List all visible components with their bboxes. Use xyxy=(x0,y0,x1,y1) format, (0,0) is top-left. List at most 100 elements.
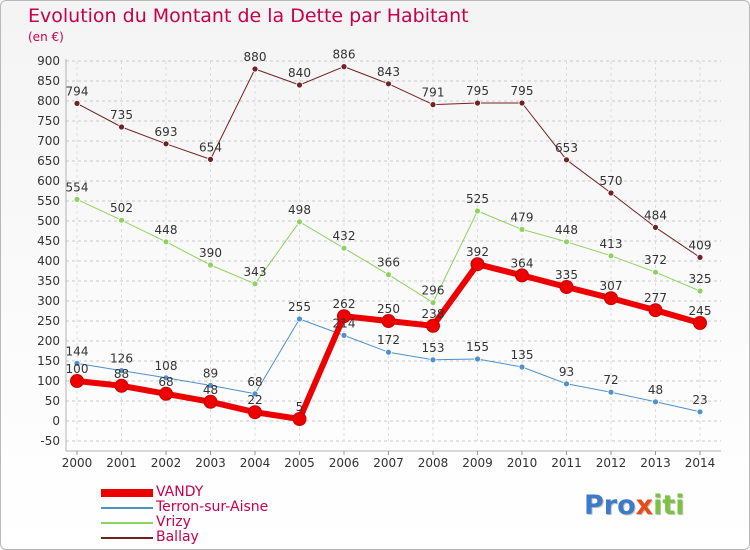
data-point-terron-sur-aisne xyxy=(340,331,348,339)
data-point-ballay xyxy=(607,189,615,197)
data-label-vrizy: 525 xyxy=(466,192,489,206)
data-point-vrizy xyxy=(607,252,615,260)
data-point-vrizy xyxy=(118,216,125,224)
data-point-terron-sur-aisne xyxy=(696,408,704,416)
data-point-terron-sur-aisne xyxy=(73,359,81,367)
x-tick-label: 2009 xyxy=(462,456,493,470)
data-point-terron-sur-aisne xyxy=(207,381,214,389)
x-tick-label: 2012 xyxy=(596,456,627,470)
y-tick-label: 300 xyxy=(37,294,60,308)
data-label-terron-sur-aisne: 72 xyxy=(603,373,618,387)
data-label-ballay: 409 xyxy=(689,238,712,252)
data-point-ballay xyxy=(340,63,348,70)
data-point-ballay xyxy=(251,65,259,73)
data-label-vandy: 335 xyxy=(555,268,578,282)
data-point-vandy xyxy=(203,394,218,409)
data-label-terron-sur-aisne: 48 xyxy=(648,383,663,397)
data-point-vandy xyxy=(248,405,262,420)
data-label-vandy: 238 xyxy=(422,307,445,321)
data-label-ballay: 840 xyxy=(288,66,311,80)
data-point-terron-sur-aisne xyxy=(474,355,481,363)
legend-swatch xyxy=(101,522,153,524)
data-label-ballay: 794 xyxy=(66,84,89,98)
data-point-terron-sur-aisne xyxy=(607,388,615,396)
data-label-vrizy: 343 xyxy=(244,265,267,279)
y-tick-label: 700 xyxy=(37,134,60,148)
data-label-terron-sur-aisne: 68 xyxy=(247,375,262,389)
data-point-vandy xyxy=(426,318,440,333)
data-label-vandy: 48 xyxy=(203,383,218,397)
data-point-ballay xyxy=(207,155,214,163)
data-label-ballay: 795 xyxy=(511,84,534,98)
data-label-vandy: 88 xyxy=(114,367,129,381)
x-tick-label: 2010 xyxy=(507,456,538,470)
y-tick-label: 100 xyxy=(37,374,60,388)
x-tick-label: 2013 xyxy=(640,456,671,470)
y-tick-label: 850 xyxy=(37,74,60,88)
data-label-ballay: 880 xyxy=(244,50,267,64)
x-tick-label: 2011 xyxy=(551,456,582,470)
data-label-vrizy: 296 xyxy=(422,284,445,298)
data-label-ballay: 735 xyxy=(110,108,133,122)
legend-swatch xyxy=(101,489,153,497)
x-tick-label: 2000 xyxy=(62,456,93,470)
data-label-vandy: 68 xyxy=(158,375,173,389)
y-tick-label: 900 xyxy=(37,54,60,68)
y-tick-label: 200 xyxy=(37,334,60,348)
data-point-vandy xyxy=(470,257,485,272)
data-label-terron-sur-aisne: 155 xyxy=(466,340,489,354)
x-tick-label: 2006 xyxy=(329,456,360,470)
y-tick-label: 500 xyxy=(37,214,60,228)
data-label-terron-sur-aisne: 144 xyxy=(66,344,89,358)
y-tick-label: 650 xyxy=(37,154,60,168)
data-label-vandy: 262 xyxy=(333,297,356,311)
y-tick-label: 0 xyxy=(52,414,60,428)
data-label-terron-sur-aisne: 135 xyxy=(511,348,534,362)
x-tick-label: 2003 xyxy=(195,456,226,470)
legend-label: Ballay xyxy=(156,529,199,545)
data-label-vrizy: 366 xyxy=(377,256,400,270)
data-point-ballay xyxy=(73,100,81,107)
data-label-terron-sur-aisne: 153 xyxy=(422,341,445,355)
data-label-vrizy: 479 xyxy=(511,210,534,224)
y-tick-label: 400 xyxy=(37,254,60,268)
legend-swatch xyxy=(101,507,153,509)
data-label-ballay: 654 xyxy=(199,140,222,154)
data-point-ballay xyxy=(518,99,526,107)
data-point-ballay xyxy=(385,80,392,88)
x-tick-label: 2008 xyxy=(418,456,449,470)
legend-label: VANDY xyxy=(156,484,204,500)
data-point-vrizy xyxy=(207,261,214,269)
data-point-vandy xyxy=(693,316,707,330)
data-label-vrizy: 372 xyxy=(644,253,667,267)
data-label-vrizy: 502 xyxy=(110,201,133,215)
data-point-vandy xyxy=(292,412,307,426)
y-tick-label: -50 xyxy=(40,434,60,448)
data-label-vandy: 392 xyxy=(466,245,489,259)
data-point-vrizy xyxy=(474,207,481,215)
data-point-vrizy xyxy=(296,218,303,226)
data-label-vrizy: 554 xyxy=(66,180,89,194)
y-tick-label: 550 xyxy=(37,194,60,208)
data-point-terron-sur-aisne xyxy=(162,374,170,382)
data-label-terron-sur-aisne: 89 xyxy=(203,366,218,380)
data-label-vandy: 277 xyxy=(644,291,667,305)
data-label-vrizy: 413 xyxy=(600,237,623,251)
data-label-ballay: 693 xyxy=(155,125,178,139)
y-tick-label: 450 xyxy=(37,234,60,248)
data-point-vandy xyxy=(381,314,396,328)
x-tick-label: 2004 xyxy=(240,456,271,470)
data-point-vrizy xyxy=(518,225,526,233)
data-point-vrizy xyxy=(385,271,392,279)
data-label-vrizy: 432 xyxy=(333,229,356,243)
data-point-terron-sur-aisne xyxy=(563,380,570,388)
y-tick-label: 600 xyxy=(37,174,60,188)
data-point-vandy xyxy=(159,386,173,401)
data-label-vrizy: 390 xyxy=(199,246,222,260)
data-label-ballay: 795 xyxy=(466,84,489,98)
data-point-vrizy xyxy=(652,268,659,276)
data-point-ballay xyxy=(118,123,125,131)
y-tick-label: 800 xyxy=(37,94,60,108)
data-label-vandy: 245 xyxy=(689,304,712,318)
